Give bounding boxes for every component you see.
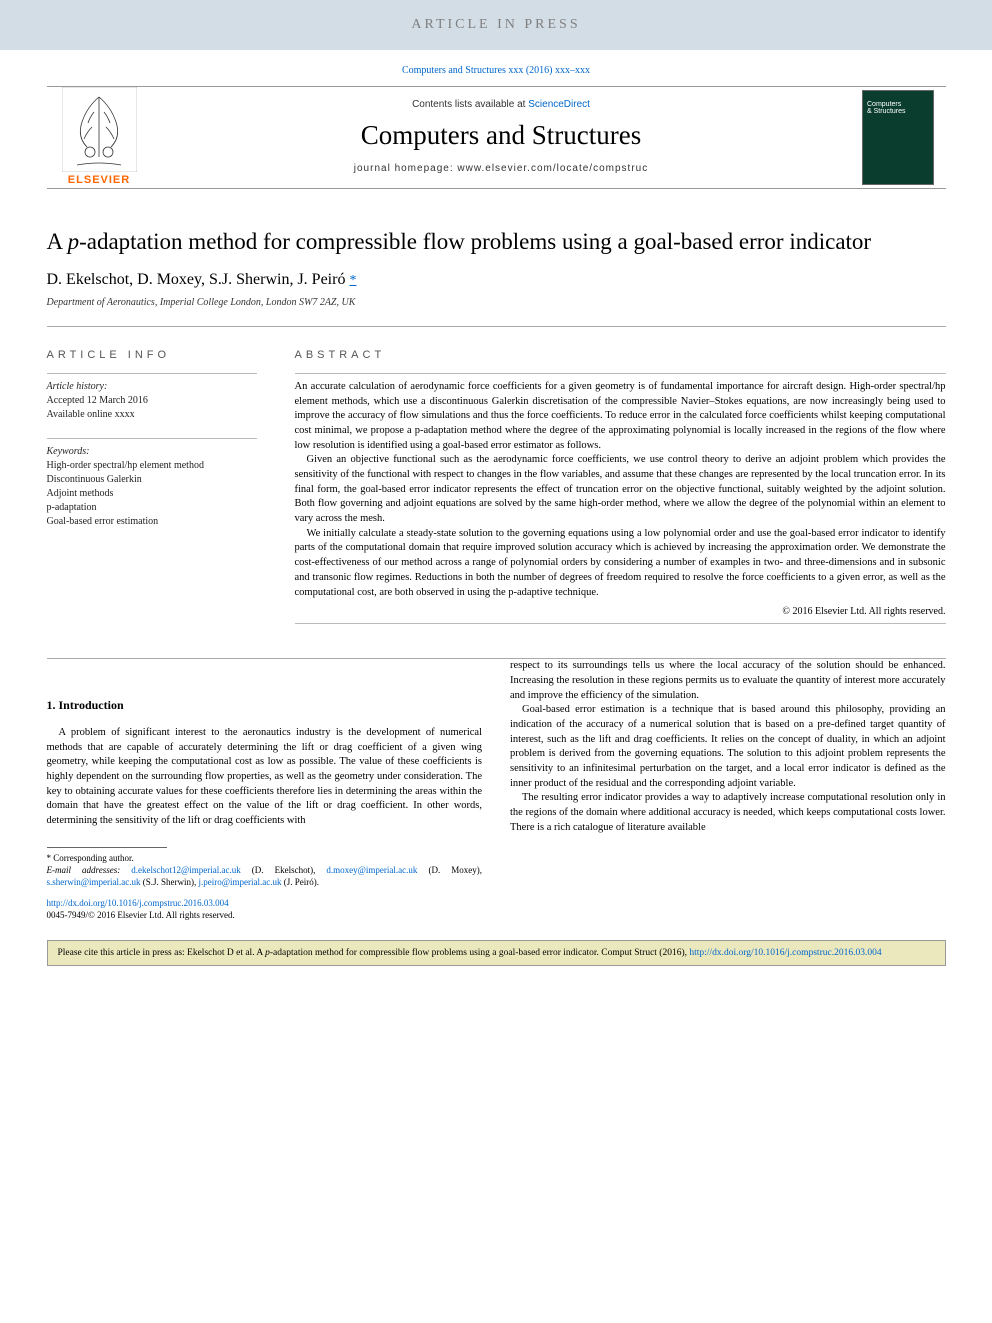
in-press-text: ARTICLE IN PRESS [411, 17, 580, 33]
doi-block: http://dx.doi.org/10.1016/j.compstruc.20… [47, 898, 483, 921]
cite-prefix: Please cite this article in press as: Ek… [58, 948, 266, 958]
body-column-right: respect to its surroundings tells us whe… [510, 659, 946, 921]
email-name: (J. Peiró). [282, 877, 320, 887]
journal-header-center: Contents lists available at ScienceDirec… [152, 87, 851, 188]
abstract-bottom-rule [295, 623, 946, 624]
in-press-banner: ARTICLE IN PRESS [0, 0, 992, 50]
keyword-item: Goal-based error estimation [47, 516, 159, 527]
body-column-left: 1. Introduction A problem of significant… [47, 659, 483, 921]
keyword-item: Discontinuous Galerkin [47, 474, 142, 485]
email-link[interactable]: d.ekelschot12@imperial.ac.uk [131, 865, 241, 875]
email-link[interactable]: j.peiro@imperial.ac.uk [199, 877, 282, 887]
citation-line: Computers and Structures xxx (2016) xxx–… [0, 50, 992, 86]
keyword-item: High-order spectral/hp element method [47, 460, 204, 471]
history-online: Available online xxxx [47, 409, 135, 420]
journal-name: Computers and Structures [152, 120, 851, 151]
elsevier-wordmark: ELSEVIER [68, 174, 130, 186]
publisher-logo-area: ELSEVIER [47, 87, 152, 188]
email-addresses: E-mail addresses: d.ekelschot12@imperial… [47, 864, 483, 888]
intro-p2a: respect to its surroundings tells us whe… [510, 659, 946, 703]
email-name: (D. Moxey), [417, 865, 482, 875]
article-title: A p-adaptation method for compressible f… [47, 227, 946, 257]
meta-abstract-row: ARTICLE INFO Article history: Accepted 1… [47, 349, 946, 630]
keyword-item: Adjoint methods [47, 488, 114, 499]
article-content: A p-adaptation method for compressible f… [47, 227, 946, 922]
article-info-label: ARTICLE INFO [47, 349, 257, 361]
journal-header: ELSEVIER Contents lists available at Sci… [47, 86, 946, 189]
issn-line: 0045-7949/© 2016 Elsevier Ltd. All right… [47, 910, 235, 920]
email-name: (D. Ekelschot), [241, 865, 327, 875]
journal-cover-thumbnail[interactable]: Computers& Structures [862, 90, 934, 185]
history-accepted: Accepted 12 March 2016 [47, 395, 148, 406]
citation-box: Please cite this article in press as: Ek… [47, 940, 946, 967]
abstract-column: ABSTRACT An accurate calculation of aero… [295, 349, 946, 630]
keywords-list: Keywords: High-order spectral/hp element… [47, 445, 257, 529]
title-part1: A [47, 229, 68, 254]
footnote-rule [47, 847, 167, 848]
body-columns: 1. Introduction A problem of significant… [47, 659, 946, 921]
keywords-block: Keywords: High-order spectral/hp element… [47, 438, 257, 529]
contents-prefix: Contents lists available at [412, 99, 528, 110]
contents-available-line: Contents lists available at ScienceDirec… [152, 99, 851, 110]
article-info-column: ARTICLE INFO Article history: Accepted 1… [47, 349, 257, 630]
intro-p2b: Goal-based error estimation is a techniq… [510, 703, 946, 791]
footnotes: * Corresponding author. E-mail addresses… [47, 852, 483, 888]
cite-doi-link[interactable]: http://dx.doi.org/10.1016/j.compstruc.20… [689, 948, 881, 958]
cover-thumb-area: Computers& Structures [851, 87, 946, 188]
intro-p2c: The resulting error indicator provides a… [510, 791, 946, 835]
header-divider [47, 326, 946, 327]
journal-homepage: journal homepage: www.elsevier.com/locat… [152, 163, 851, 174]
keywords-rule [47, 438, 257, 439]
article-history: Article history: Accepted 12 March 2016 … [47, 380, 257, 422]
citation-link[interactable]: Computers and Structures xxx (2016) xxx–… [402, 65, 590, 76]
author-list: D. Ekelschot, D. Moxey, S.J. Sherwin, J.… [47, 271, 946, 289]
abstract-p2: Given an objective functional such as th… [295, 453, 946, 526]
intro-p1: A problem of significant interest to the… [47, 726, 483, 829]
corresponding-author-note: * Corresponding author. [47, 852, 483, 864]
abstract-rule [295, 373, 946, 374]
cite-mid: -adaptation method for compressible flow… [270, 948, 689, 958]
abstract-text: An accurate calculation of aerodynamic f… [295, 380, 946, 600]
abstract-label: ABSTRACT [295, 349, 946, 361]
elsevier-logo[interactable]: ELSEVIER [62, 87, 137, 186]
title-italic-p: p [68, 229, 80, 254]
title-part2: -adaptation method for compressible flow… [79, 229, 871, 254]
history-label: Article history: [47, 381, 108, 392]
abstract-p3: We initially calculate a steady-state so… [295, 527, 946, 600]
sciencedirect-link[interactable]: ScienceDirect [528, 99, 590, 110]
email-label: E-mail addresses: [47, 865, 132, 875]
email-link[interactable]: d.moxey@imperial.ac.uk [326, 865, 417, 875]
corresponding-author-mark[interactable]: * [349, 273, 356, 288]
intro-heading: 1. Introduction [47, 697, 483, 714]
email-link[interactable]: s.sherwin@imperial.ac.uk [47, 877, 141, 887]
affiliation: Department of Aeronautics, Imperial Coll… [47, 297, 946, 308]
cover-thumb-text: Computers& Structures [867, 101, 929, 115]
elsevier-tree-icon [62, 87, 137, 172]
doi-link[interactable]: http://dx.doi.org/10.1016/j.compstruc.20… [47, 898, 229, 908]
copyright-line: © 2016 Elsevier Ltd. All rights reserved… [295, 606, 946, 617]
info-rule [47, 373, 257, 374]
email-name: (S.J. Sherwin), [141, 877, 199, 887]
author-names: D. Ekelschot, D. Moxey, S.J. Sherwin, J.… [47, 271, 350, 288]
keyword-item: p-adaptation [47, 502, 97, 513]
abstract-p1: An accurate calculation of aerodynamic f… [295, 380, 946, 453]
keywords-label: Keywords: [47, 446, 90, 457]
